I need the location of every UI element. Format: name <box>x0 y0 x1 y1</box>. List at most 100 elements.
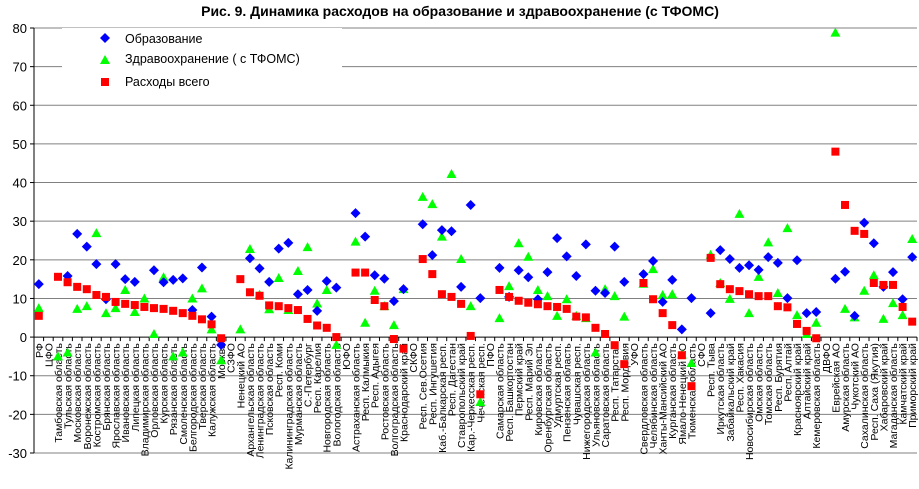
category-label: ЮФО <box>341 343 353 370</box>
point-education <box>216 339 227 350</box>
point-education <box>523 272 534 283</box>
point-education <box>264 276 275 287</box>
category-label: Респ. Коми <box>274 343 286 397</box>
category-label: Калининградская область <box>283 343 295 470</box>
category-label: Иркутская область <box>715 343 727 435</box>
point-total <box>236 275 245 284</box>
point-health <box>878 313 889 323</box>
point-education <box>312 305 323 316</box>
point-education <box>801 308 812 319</box>
point-health <box>331 339 342 349</box>
point-health <box>552 310 563 320</box>
point-health <box>110 303 121 313</box>
chart-title: Рис. 9. Динамика расходов на образование… <box>201 3 719 19</box>
point-education <box>571 271 582 282</box>
point-education <box>705 308 716 319</box>
category-label: Калужская область <box>207 343 219 437</box>
point-total <box>121 299 130 308</box>
point-total <box>783 303 792 312</box>
point-health <box>619 311 630 321</box>
point-total <box>149 304 158 313</box>
point-health <box>369 285 380 295</box>
point-total <box>255 291 264 300</box>
category-label: Чувашская респ. <box>571 343 583 425</box>
point-total <box>639 279 648 287</box>
point-health <box>888 298 899 308</box>
point-education <box>552 233 563 244</box>
point-education <box>494 262 505 273</box>
point-total <box>889 280 898 289</box>
category-label: Респ. Татарстан <box>610 343 622 422</box>
point-health <box>897 310 908 320</box>
category-label: Омская область <box>754 343 766 422</box>
point-total <box>447 292 456 301</box>
point-total <box>217 334 226 343</box>
point-education <box>446 226 457 237</box>
point-health <box>52 351 63 361</box>
point-health <box>321 284 332 294</box>
point-health <box>206 324 217 334</box>
y-tick-label: 20 <box>13 253 27 268</box>
category-label: Каб.-Балкарская респ. <box>437 343 449 453</box>
category-label: Тверская область <box>197 343 209 430</box>
point-health <box>840 303 851 313</box>
category-label: Ханты-Мансийский АО <box>658 343 670 454</box>
point-total <box>869 279 878 287</box>
category-label: Нижегородская область <box>581 343 593 460</box>
category-label: Кемеровская область <box>811 343 823 449</box>
point-total <box>725 285 734 294</box>
category-label: Новосибирская область <box>744 343 756 460</box>
category-label: Псковская область <box>264 343 276 436</box>
point-total <box>850 226 859 235</box>
point-total <box>437 290 446 299</box>
point-education <box>321 276 332 287</box>
category-label: Респ. Адыгея <box>370 343 382 408</box>
point-education <box>206 311 217 322</box>
category-label: Красноярский край <box>792 343 804 436</box>
category-label: Ленинградская область <box>255 343 267 459</box>
point-total <box>476 390 485 399</box>
point-education <box>456 281 467 292</box>
category-label: Ямало-Ненецкий АО <box>677 343 689 444</box>
point-education <box>398 284 409 295</box>
point-total <box>831 147 840 156</box>
category-label: Забайкальский край <box>725 343 737 442</box>
point-total <box>908 317 917 326</box>
y-tick-label: 70 <box>13 60 27 75</box>
category-label: Респ. Марий Эл <box>523 343 535 421</box>
point-health <box>465 301 476 311</box>
point-total <box>351 268 360 277</box>
category-label: Курская область <box>159 343 171 424</box>
point-total <box>34 311 43 320</box>
point-total <box>553 302 562 311</box>
category-label: Приморский край <box>907 343 919 428</box>
point-health <box>148 329 159 338</box>
point-total <box>130 301 139 310</box>
point-total <box>802 326 811 335</box>
category-label: РФ <box>34 343 46 358</box>
category-label: Респ. Хакасия <box>734 343 746 412</box>
point-total <box>591 323 600 332</box>
y-tick-label: -30 <box>8 446 27 461</box>
category-label: СКФО <box>408 343 420 373</box>
point-education <box>609 241 620 252</box>
point-total <box>745 290 754 299</box>
point-total <box>245 288 254 297</box>
point-education <box>792 255 803 266</box>
point-education <box>72 228 83 239</box>
category-label: Удмуртская респ. <box>552 343 564 428</box>
point-education <box>465 199 476 210</box>
point-total <box>457 299 466 308</box>
point-total <box>898 302 907 311</box>
point-education <box>427 250 438 261</box>
point-total <box>505 292 514 301</box>
point-total <box>533 300 542 309</box>
category-label: Кар.-Черкесская респ. <box>466 343 478 452</box>
point-health <box>436 231 447 241</box>
category-label: Ненецкий АО <box>235 343 247 408</box>
point-health <box>187 293 198 303</box>
y-tick-label: 60 <box>13 98 27 113</box>
point-total <box>543 302 552 311</box>
point-health <box>868 270 879 280</box>
point-education <box>772 257 783 268</box>
